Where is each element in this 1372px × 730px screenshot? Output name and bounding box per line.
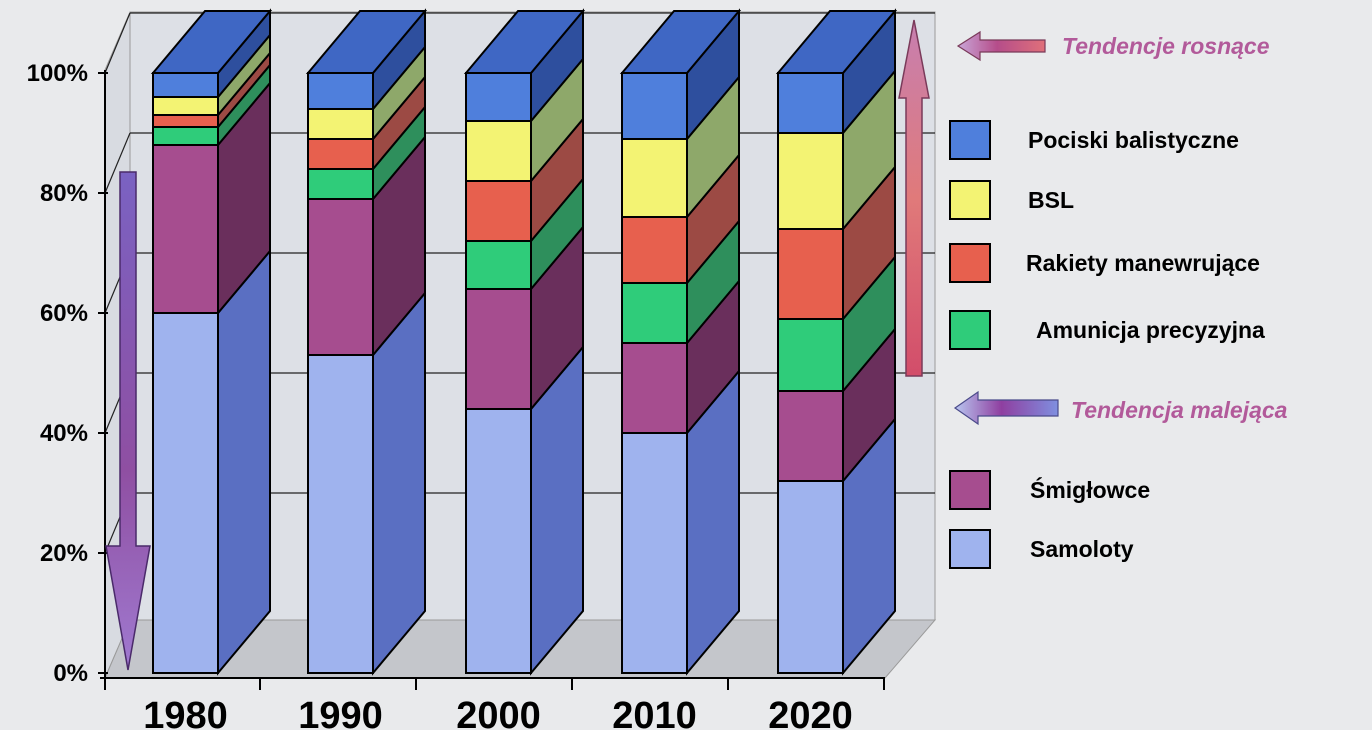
x-tick-label: 2000 xyxy=(456,695,541,730)
legend-label: Śmigłowce xyxy=(1030,476,1150,503)
bar-segment xyxy=(150,8,273,100)
x-tick-label: 2010 xyxy=(612,695,697,730)
legend-label: Samoloty xyxy=(1030,536,1134,562)
legend-item: Samoloty xyxy=(949,529,1134,569)
bar-segment xyxy=(152,248,271,676)
bar-segment xyxy=(777,254,896,394)
left-arrow-icon xyxy=(956,30,1046,62)
y-tick-label: 60% xyxy=(40,300,88,327)
bar-2010 xyxy=(619,8,742,676)
bar-segment xyxy=(777,326,896,484)
trend-down-label: Tendencja malejąca xyxy=(1071,397,1288,423)
legend-item: Śmigłowce xyxy=(949,470,1150,510)
legend-label: Amunicja precyzyjna xyxy=(1036,317,1265,343)
bar-2020 xyxy=(775,8,898,676)
bar-segment xyxy=(305,8,428,112)
left-arrow-icon xyxy=(953,390,1059,426)
trend-up-label: Tendencje rosnące xyxy=(1062,33,1270,59)
bar-segment xyxy=(307,290,426,676)
trend-up-header: Tendencje rosnące xyxy=(956,30,1270,62)
y-tick-label: 100% xyxy=(27,60,88,87)
legend-swatch xyxy=(949,529,991,569)
bar-top xyxy=(305,10,428,74)
legend-swatch xyxy=(949,120,991,160)
y-axis: 0% 20% 40% 60% 80% 100% xyxy=(27,60,108,687)
legend-down-items: Śmigłowce Samoloty xyxy=(949,470,1150,569)
trend-down-header: Tendencja malejąca xyxy=(953,390,1288,426)
legend-label: Rakiety manewrujące xyxy=(1026,250,1260,276)
bar-segment xyxy=(621,152,740,286)
bar-1980 xyxy=(150,8,273,676)
legend-swatch xyxy=(949,180,991,220)
bar-top xyxy=(463,10,586,74)
gridline-diagonal xyxy=(104,132,131,194)
legend-swatch xyxy=(949,243,991,283)
bar-1990 xyxy=(305,8,428,676)
legend: Tendencje rosnące Pociski balistyczne BSL… xyxy=(949,30,1288,569)
bar-segment xyxy=(777,68,896,232)
bar-segment xyxy=(307,44,426,142)
y-tick-label: 80% xyxy=(40,180,88,207)
y-tick-label: 0% xyxy=(53,660,88,687)
trend-down-arrow-icon xyxy=(105,171,151,671)
legend-up-items: Pociski balistyczne BSL Rakiety manewrując… xyxy=(949,120,1265,350)
bars xyxy=(150,8,898,676)
legend-label: BSL xyxy=(1028,187,1074,213)
bar-segment xyxy=(777,416,896,676)
legend-item: BSL xyxy=(949,180,1074,220)
x-tick-label: 1980 xyxy=(143,695,228,730)
legend-swatch xyxy=(949,310,991,350)
bar-top xyxy=(619,10,742,74)
x-axis: 1980 1990 2000 2010 2020 xyxy=(100,677,885,730)
x-tick-label: 1990 xyxy=(298,695,383,730)
bar-top xyxy=(150,10,273,74)
bar-segment xyxy=(621,368,740,676)
bar-2000 xyxy=(463,8,586,676)
y-tick-label: 40% xyxy=(40,420,88,447)
bar-segment xyxy=(465,176,584,292)
bar-segment xyxy=(465,344,584,676)
bar-segment xyxy=(465,56,584,184)
bar-segment xyxy=(621,74,740,220)
y-tick-label: 20% xyxy=(40,540,88,567)
bar-segment xyxy=(152,80,271,316)
legend-item: Amunicja precyzyjna xyxy=(949,310,1265,350)
bar-segment xyxy=(775,8,898,136)
bar-segment xyxy=(619,8,742,142)
bar-segment xyxy=(621,218,740,346)
gridline-diagonal xyxy=(104,12,131,74)
legend-item: Rakiety manewrujące xyxy=(949,243,1260,283)
x-tick-label: 2020 xyxy=(768,695,853,730)
legend-label: Pociski balistyczne xyxy=(1028,127,1239,153)
legend-item: Pociski balistyczne xyxy=(949,120,1239,160)
legend-swatch xyxy=(949,470,991,510)
bar-segment xyxy=(465,224,584,412)
bar-segment xyxy=(463,8,586,124)
trend-up-arrow-icon xyxy=(898,19,930,377)
bar-top xyxy=(775,10,898,74)
bar-segment xyxy=(621,278,740,436)
